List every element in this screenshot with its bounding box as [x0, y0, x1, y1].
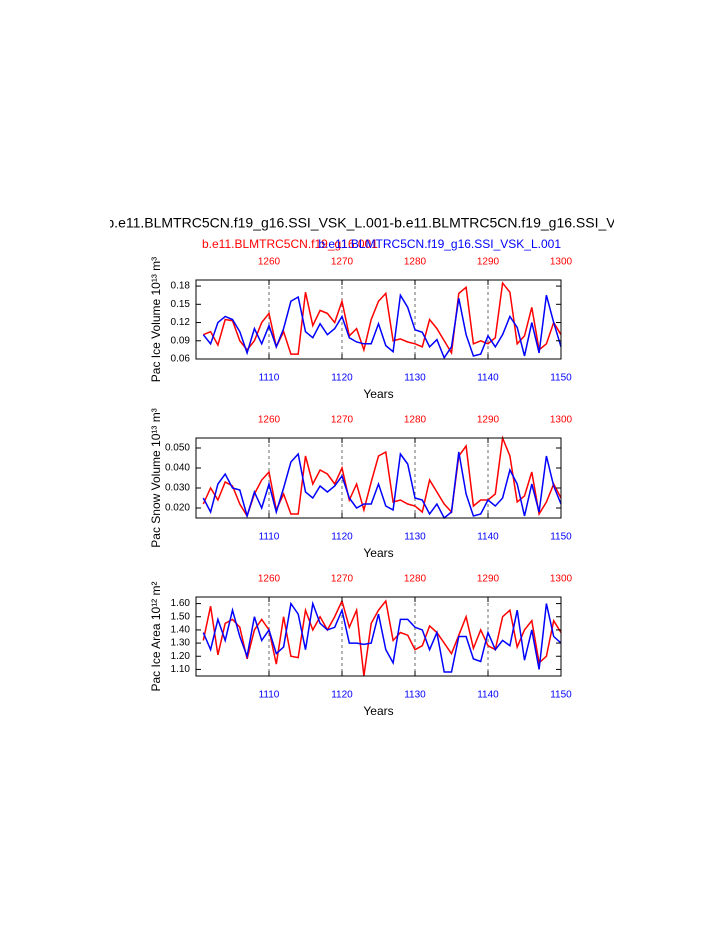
y-tick-label: 1.60 — [171, 598, 191, 609]
series-line — [203, 281, 562, 356]
y-tick-label: 0.09 — [171, 335, 191, 346]
x-tick-label: 1110 — [259, 373, 280, 384]
x-tick-label: 1140 — [477, 532, 499, 543]
plot-frame — [195, 437, 562, 519]
y-axis-label: Pac Ice Area 10¹² m² — [149, 581, 163, 691]
x-tick-label: 1120 — [331, 532, 353, 543]
y-tick-label: 0.18 — [171, 281, 191, 292]
x-tick-label: 1150 — [550, 690, 572, 701]
y-tick-label: 0.15 — [171, 299, 191, 310]
plot-frame — [195, 279, 562, 360]
y-tick-label: 1.20 — [171, 651, 191, 662]
y-tick-label: 0.06 — [171, 354, 191, 365]
x-axis-label: Years — [363, 704, 393, 718]
x2-tick-label: 1280 — [404, 574, 427, 585]
x2-tick-label: 1260 — [258, 257, 281, 268]
x-axis-label: Years — [363, 546, 393, 560]
x-tick-label: 1130 — [404, 532, 426, 543]
y-tick-label: 1.30 — [171, 638, 191, 649]
x2-tick-label: 1290 — [477, 415, 500, 426]
x2-tick-label: 1270 — [331, 574, 354, 585]
x2-tick-label: 1300 — [550, 415, 573, 426]
y-tick-label: 0.12 — [171, 317, 191, 328]
x-tick-label: 1150 — [550, 532, 572, 543]
x-tick-label: 1120 — [331, 690, 353, 701]
chart-title: b.e11.BLMTRC5CN.f19_g16.SSI_VSK_L.001-b.… — [106, 215, 616, 231]
y-tick-label: 0.020 — [165, 503, 190, 514]
x2-tick-label: 1290 — [477, 257, 500, 268]
y-tick-label: 1.40 — [171, 625, 191, 636]
x-tick-label: 1110 — [259, 532, 280, 543]
plot-frame — [195, 596, 562, 677]
x-tick-label: 1150 — [550, 373, 572, 384]
x-tick-label: 1130 — [404, 373, 426, 384]
y-tick-label: 0.040 — [165, 463, 190, 474]
series-line — [202, 600, 562, 673]
y-tick-label: 1.50 — [171, 611, 191, 622]
x2-tick-label: 1280 — [404, 415, 427, 426]
y-axis-label: Pac Snow Volume 10¹³ m³ — [149, 408, 163, 547]
x-tick-label: 1110 — [259, 690, 280, 701]
series-line — [202, 435, 562, 518]
y-tick-label: 0.030 — [165, 483, 190, 494]
title-group: b.e11.BLMTRC5CN.f19_g16.SSI_VSK_L.001-b.… — [106, 215, 616, 231]
x-axis-label: Years — [363, 387, 393, 401]
x2-tick-label: 1260 — [258, 415, 281, 426]
x2-tick-label: 1300 — [550, 574, 573, 585]
x2-tick-label: 1270 — [331, 257, 354, 268]
x2-tick-label: 1260 — [258, 574, 281, 585]
y-axis-label: Pac Ice Volume 10¹³ m³ — [149, 257, 163, 382]
y-tick-label: 0.050 — [165, 443, 190, 454]
y-tick-label: 1.10 — [171, 664, 191, 675]
series-line — [202, 598, 562, 677]
legend-label: b.e11.BLMTRC5CN.f19_g16.001 — [202, 237, 378, 251]
x-tick-label: 1130 — [404, 690, 426, 701]
series-line — [202, 292, 562, 360]
x2-tick-label: 1270 — [331, 415, 354, 426]
x2-tick-label: 1290 — [477, 574, 500, 585]
x2-tick-label: 1280 — [404, 257, 427, 268]
x-tick-label: 1120 — [331, 373, 353, 384]
x2-tick-label: 1300 — [550, 257, 573, 268]
legend-label: b.e11.BLMTRC5CN.f19_g16.SSI_VSK_L.001 — [318, 237, 561, 251]
x-tick-label: 1140 — [477, 690, 499, 701]
x-tick-label: 1140 — [477, 373, 499, 384]
series-line — [202, 451, 562, 520]
